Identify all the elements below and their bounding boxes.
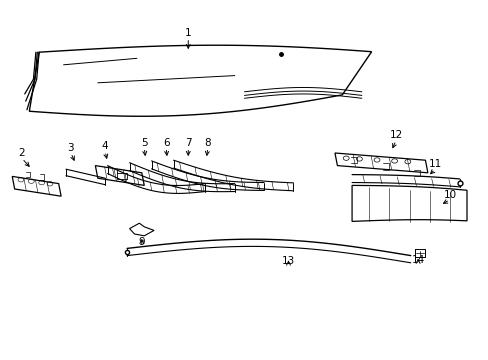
Polygon shape <box>12 176 61 196</box>
Text: 5: 5 <box>141 138 147 148</box>
Polygon shape <box>95 166 144 185</box>
Text: 4: 4 <box>102 141 108 151</box>
Text: 6: 6 <box>163 138 169 148</box>
Text: 10: 10 <box>443 190 455 200</box>
Text: 11: 11 <box>427 159 441 169</box>
Polygon shape <box>334 153 427 173</box>
Text: 7: 7 <box>184 138 191 148</box>
Polygon shape <box>351 185 466 221</box>
Text: 9: 9 <box>138 237 145 247</box>
Text: 1: 1 <box>184 28 191 38</box>
Text: 12: 12 <box>388 130 402 140</box>
Text: 2: 2 <box>19 148 25 158</box>
Text: 13: 13 <box>281 256 295 266</box>
Polygon shape <box>129 223 154 236</box>
Text: 3: 3 <box>67 143 74 153</box>
Polygon shape <box>29 45 371 116</box>
Text: 14: 14 <box>410 255 424 265</box>
Text: 8: 8 <box>204 138 211 148</box>
